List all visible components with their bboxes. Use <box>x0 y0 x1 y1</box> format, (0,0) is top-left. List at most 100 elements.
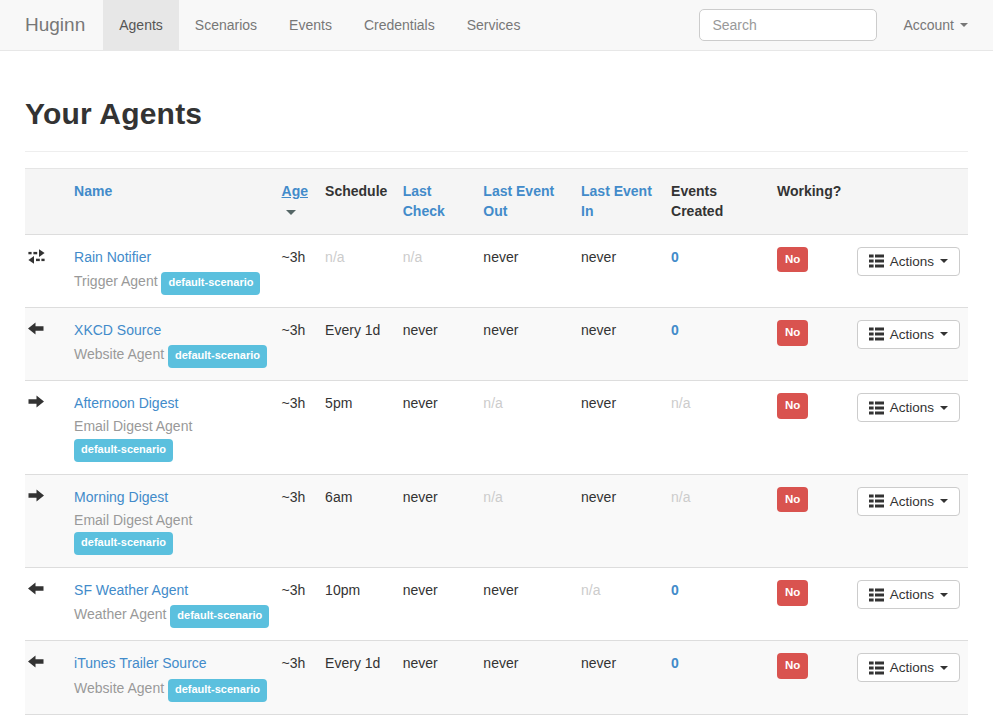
agent-name-link[interactable]: Afternoon Digest <box>74 395 178 411</box>
arrow-left-icon <box>28 655 66 668</box>
navbar-right: Account <box>699 0 993 50</box>
agent-name-link[interactable]: Rain Notifier <box>74 249 151 265</box>
column-header-age[interactable]: Age <box>282 169 326 235</box>
events-created-link[interactable]: 0 <box>671 249 679 265</box>
agent-last-event-in-cell: n/a <box>581 568 671 641</box>
agent-type-label: Website Agent <box>74 346 168 362</box>
actions-button[interactable]: Actions <box>857 393 960 422</box>
scenario-badge[interactable]: default-scenario <box>168 345 267 368</box>
actions-button-label: Actions <box>890 400 934 415</box>
agent-schedule-cell: Every 1d <box>325 307 403 380</box>
column-header-icon <box>25 169 74 235</box>
agent-type-label: Email Digest Agent <box>74 512 192 528</box>
agent-name-link[interactable]: SF Weather Agent <box>74 582 188 598</box>
agents-table: NameAgeScheduleLast CheckLast Event OutL… <box>25 168 968 718</box>
agent-last-check-cell: never <box>403 641 484 714</box>
search-input[interactable] <box>699 9 877 41</box>
actions-button[interactable]: Actions <box>857 247 960 276</box>
column-header-name[interactable]: Name <box>74 169 281 235</box>
agent-age-cell: ~3h <box>282 714 326 718</box>
events-created-link[interactable]: 0 <box>671 655 679 671</box>
list-icon <box>869 588 884 602</box>
agent-age-cell: ~3h <box>282 234 326 307</box>
working-badge: No <box>777 487 808 513</box>
top-navbar: Huginn AgentsScenariosEventsCredentialsS… <box>0 0 993 51</box>
agent-last-event-out-cell: never <box>483 568 581 641</box>
agent-last-event-out-cell: never <box>483 714 581 718</box>
brand-link[interactable]: Huginn <box>0 0 100 50</box>
agent-age-cell: ~3h <box>282 381 326 475</box>
nav-tab-credentials[interactable]: Credentials <box>348 0 451 50</box>
events-created-link[interactable]: 0 <box>671 582 679 598</box>
agent-type-label: Email Digest Agent <box>74 418 192 434</box>
sort-desc-icon <box>286 210 296 215</box>
agent-type-label: Weather Agent <box>74 606 170 622</box>
scenario-badge[interactable]: default-scenario <box>74 439 173 462</box>
agent-age-cell: ~3h <box>282 474 326 568</box>
events-created-link: n/a <box>671 489 690 505</box>
agent-last-check-cell: n/a <box>403 714 484 718</box>
actions-button-label: Actions <box>890 327 934 342</box>
page-title: Your Agents <box>25 97 968 131</box>
agent-subline: Email Digest Agent default-scenario <box>74 510 273 555</box>
scenario-badge[interactable]: default-scenario <box>161 272 260 295</box>
scenario-badge[interactable]: default-scenario <box>170 605 269 628</box>
scenario-badge[interactable]: default-scenario <box>168 679 267 702</box>
agent-last-event-in-cell: never <box>581 474 671 568</box>
events-created-link: n/a <box>671 395 690 411</box>
agent-subline: Website Agent default-scenario <box>74 343 273 368</box>
agent-name-link[interactable]: Morning Digest <box>74 489 168 505</box>
actions-button[interactable]: Actions <box>857 320 960 349</box>
list-icon <box>869 327 884 341</box>
actions-button-label: Actions <box>890 254 934 269</box>
chevron-down-icon <box>940 499 948 503</box>
actions-button[interactable]: Actions <box>857 487 960 516</box>
actions-button[interactable]: Actions <box>857 653 960 682</box>
chevron-down-icon <box>940 593 948 597</box>
list-icon <box>869 254 884 268</box>
nav-tab-scenarios[interactable]: Scenarios <box>179 0 273 50</box>
nav-tab-events[interactable]: Events <box>273 0 348 50</box>
agent-last-check-cell: never <box>403 381 484 475</box>
working-badge: No <box>777 653 808 679</box>
column-header-schedule: Schedule <box>325 169 403 235</box>
column-header-last-event-out[interactable]: Last Event Out <box>483 169 581 235</box>
agent-schedule-cell: 6am <box>325 474 403 568</box>
agent-subline: Trigger Agent default-scenario <box>74 270 273 295</box>
arrow-left-icon <box>28 322 66 335</box>
nav-tab-services[interactable]: Services <box>451 0 537 50</box>
agent-schedule-cell: n/a <box>325 714 403 718</box>
working-badge: No <box>777 247 808 273</box>
actions-button[interactable]: Actions <box>857 580 960 609</box>
account-label: Account <box>903 17 954 33</box>
list-icon <box>869 494 884 508</box>
column-header-last-check[interactable]: Last Check <box>403 169 484 235</box>
agent-age-cell: ~3h <box>282 568 326 641</box>
account-menu[interactable]: Account <box>903 17 968 33</box>
working-badge: No <box>777 580 808 606</box>
main-nav: AgentsScenariosEventsCredentialsServices <box>103 0 536 50</box>
agent-last-event-out-cell: never <box>483 307 581 380</box>
agent-name-link[interactable]: iTunes Trailer Source <box>74 655 207 671</box>
events-created-link[interactable]: 0 <box>671 322 679 338</box>
agent-subline: Email Digest Agent default-scenario <box>74 416 273 461</box>
agent-last-event-out-cell: n/a <box>483 381 581 475</box>
column-header-actions <box>857 169 968 235</box>
column-header-last-event-in[interactable]: Last Event In <box>581 169 671 235</box>
table-row: XKCD Source Website Agent default-scenar… <box>25 307 968 380</box>
nav-tab-agents[interactable]: Agents <box>103 0 179 50</box>
actions-button-label: Actions <box>890 494 934 509</box>
agent-schedule-cell: Every 1d <box>325 641 403 714</box>
scenario-badge[interactable]: default-scenario <box>74 532 173 555</box>
agent-last-check-cell: never <box>403 307 484 380</box>
agent-last-event-out-cell: n/a <box>483 474 581 568</box>
agent-last-event-in-cell: never <box>581 641 671 714</box>
table-row: Morning Digest Email Digest Agent defaul… <box>25 474 968 568</box>
agent-schedule-cell: 5pm <box>325 381 403 475</box>
arrow-left-icon <box>28 582 66 595</box>
agent-last-check-cell: never <box>403 568 484 641</box>
agent-subline: Weather Agent default-scenario <box>74 603 273 628</box>
agent-name-link[interactable]: XKCD Source <box>74 322 161 338</box>
agent-last-check-cell: n/a <box>403 234 484 307</box>
chevron-down-icon <box>940 406 948 410</box>
